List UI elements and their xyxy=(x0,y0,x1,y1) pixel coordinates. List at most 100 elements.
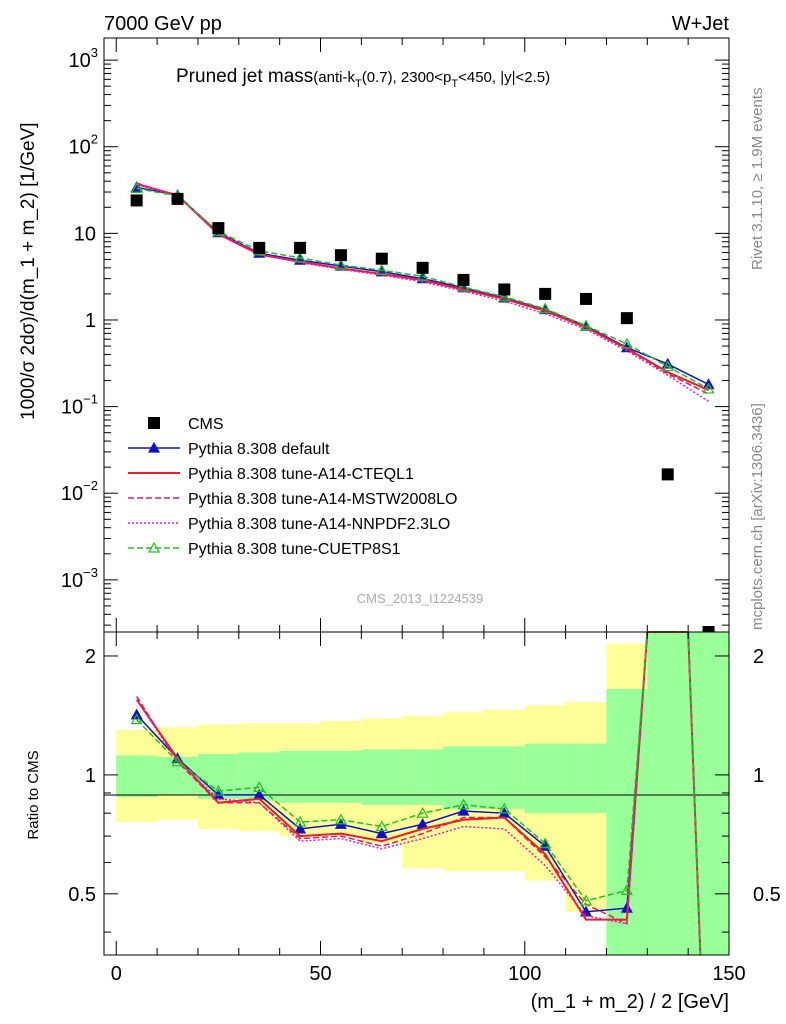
cms-data-point xyxy=(457,273,470,286)
band-inner-segment xyxy=(443,746,484,809)
band-inner-segment xyxy=(116,755,158,797)
ratio-line-4 xyxy=(136,631,702,956)
series-line-2 xyxy=(136,183,709,392)
cms-data-point xyxy=(253,241,266,254)
ratio-frame xyxy=(103,631,730,956)
cms-data-point xyxy=(130,194,143,207)
ratio-point-4 xyxy=(498,802,511,814)
band-inner-segment xyxy=(524,743,566,814)
ratio-point-4 xyxy=(375,820,388,832)
ratio-y-axis-label: Ratio to CMS xyxy=(25,750,42,839)
cms-data-point xyxy=(294,241,307,254)
series-point-5 xyxy=(334,258,347,270)
x-tick-label: 0 xyxy=(111,963,122,985)
y-tick-label: 10 xyxy=(74,223,96,245)
legend-marker-cms xyxy=(148,417,160,429)
cms-data-point xyxy=(416,261,429,274)
legend-label-3: Pythia 8.308 tune-A14-MSTW2008LO xyxy=(188,491,457,508)
series-line-4 xyxy=(136,183,709,402)
band-inner-segment xyxy=(361,749,403,805)
collision-label: 7000 GeV pp xyxy=(104,13,222,35)
process-label: W+Jet xyxy=(672,13,730,35)
y-tick-label: 10−2 xyxy=(61,478,98,505)
main-series-group xyxy=(130,181,715,638)
ratio-point-0 xyxy=(457,804,470,816)
band-inner-segment xyxy=(647,632,689,955)
series-point-5 xyxy=(702,382,715,394)
cms-data-point xyxy=(580,292,593,305)
ratio-line-2 xyxy=(136,631,702,956)
y-tick-label: 10−1 xyxy=(61,392,98,419)
series-point-5 xyxy=(580,319,593,331)
ratio-series-group xyxy=(130,631,702,956)
main-y-axis-label: 1000/σ 2dσ)/d(m_1 + m_2) [1/GeV] xyxy=(18,122,39,420)
ratio-point-4 xyxy=(457,798,470,810)
legend-marker-5 xyxy=(147,541,161,553)
band-inner-segment xyxy=(483,746,525,809)
ratio-line-3 xyxy=(136,631,702,956)
ratio-point-4 xyxy=(294,815,307,827)
ratio-y-tick-label-left: 0.5 xyxy=(68,884,96,906)
x-tick-label: 100 xyxy=(508,963,541,985)
band-inner-segment xyxy=(157,756,198,795)
cms-data-point xyxy=(334,249,347,262)
ratio-axis-ticks: 0.5 0.5 1 1 2 2 0 50 100 150 xyxy=(68,632,781,985)
ratio-point-4 xyxy=(416,806,429,818)
cms-data-point xyxy=(498,283,511,296)
legend-label-1: Pythia 8.308 default xyxy=(188,441,330,458)
series-point-5 xyxy=(416,269,429,281)
ratio-point-4 xyxy=(539,837,552,849)
cms-data-point xyxy=(620,312,633,325)
series-point-5 xyxy=(661,360,674,372)
series-point-5 xyxy=(620,337,633,349)
ratio-y-tick-label-right: 1 xyxy=(753,765,764,787)
ratio-point-4 xyxy=(171,755,184,767)
cms-data-point xyxy=(661,468,674,481)
ratio-point-4 xyxy=(620,884,633,896)
x-axis-label: (m_1 + m_2) / 2 [GeV] xyxy=(531,991,729,1013)
band-inner-segment xyxy=(320,750,362,803)
legend-label-4: Pythia 8.308 tune-A14-NNPDF2.3LO xyxy=(188,516,450,533)
ratio-point-4 xyxy=(334,813,347,825)
cms-data-point xyxy=(171,192,184,205)
legend-label-0: CMS xyxy=(188,416,224,433)
series-point-5 xyxy=(294,251,307,263)
ratio-y-tick-label-right: 2 xyxy=(753,646,764,668)
rivet-version-label: Rivet 3.1.10, ≥ 1.9M events xyxy=(749,88,766,271)
series-point-5 xyxy=(539,302,552,314)
ratio-y-tick-label-right: 0.5 xyxy=(753,884,781,906)
series-line-3 xyxy=(136,182,709,395)
analysis-watermark: CMS_2013_I1224539 xyxy=(357,591,484,606)
series-line-5 xyxy=(136,187,709,390)
ratio-point-0 xyxy=(294,822,307,834)
ratio-point-4 xyxy=(130,713,143,725)
x-tick-label: 150 xyxy=(712,963,745,985)
band-inner-segment xyxy=(402,749,444,805)
legend: CMS Pythia 8.308 default Pythia 8.308 tune… xyxy=(128,416,457,558)
cms-data-point xyxy=(375,252,388,265)
series-point-5 xyxy=(375,264,388,275)
band-inner-segment xyxy=(279,750,321,803)
legend-label-5: Pythia 8.308 tune-CUETP8S1 xyxy=(188,541,401,558)
y-tick-label: 10−3 xyxy=(61,565,98,592)
ratio-point-4 xyxy=(212,784,225,796)
series-point-5 xyxy=(498,290,511,302)
ratio-point-4 xyxy=(580,894,593,906)
mcplots-label: mcplots.cern.ch [arXiv:1306.3436] xyxy=(749,403,766,630)
x-tick-label: 50 xyxy=(309,963,331,985)
series-line-1 xyxy=(136,186,709,386)
ratio-y-tick-label-left: 2 xyxy=(85,646,96,668)
ratio-panel: 0.5 0.5 1 1 2 2 0 50 100 150 Ratio to CMS (m_1 + … xyxy=(25,631,781,1013)
ratio-point-0 xyxy=(375,827,388,839)
legend-label-2: Pythia 8.308 tune-A14-CTEQL1 xyxy=(188,466,414,483)
cms-data-point xyxy=(212,222,225,235)
legend-marker-1 xyxy=(147,441,161,453)
ratio-point-4 xyxy=(253,781,266,792)
ratio-point-0 xyxy=(580,905,593,917)
ratio-y-tick-label-left: 1 xyxy=(85,765,96,787)
y-tick-label: 1 xyxy=(85,310,96,332)
plot-title: Pruned jet mass(anti-kT(0.7), 2300<pT<45… xyxy=(176,66,550,90)
cms-data-point xyxy=(539,287,552,300)
